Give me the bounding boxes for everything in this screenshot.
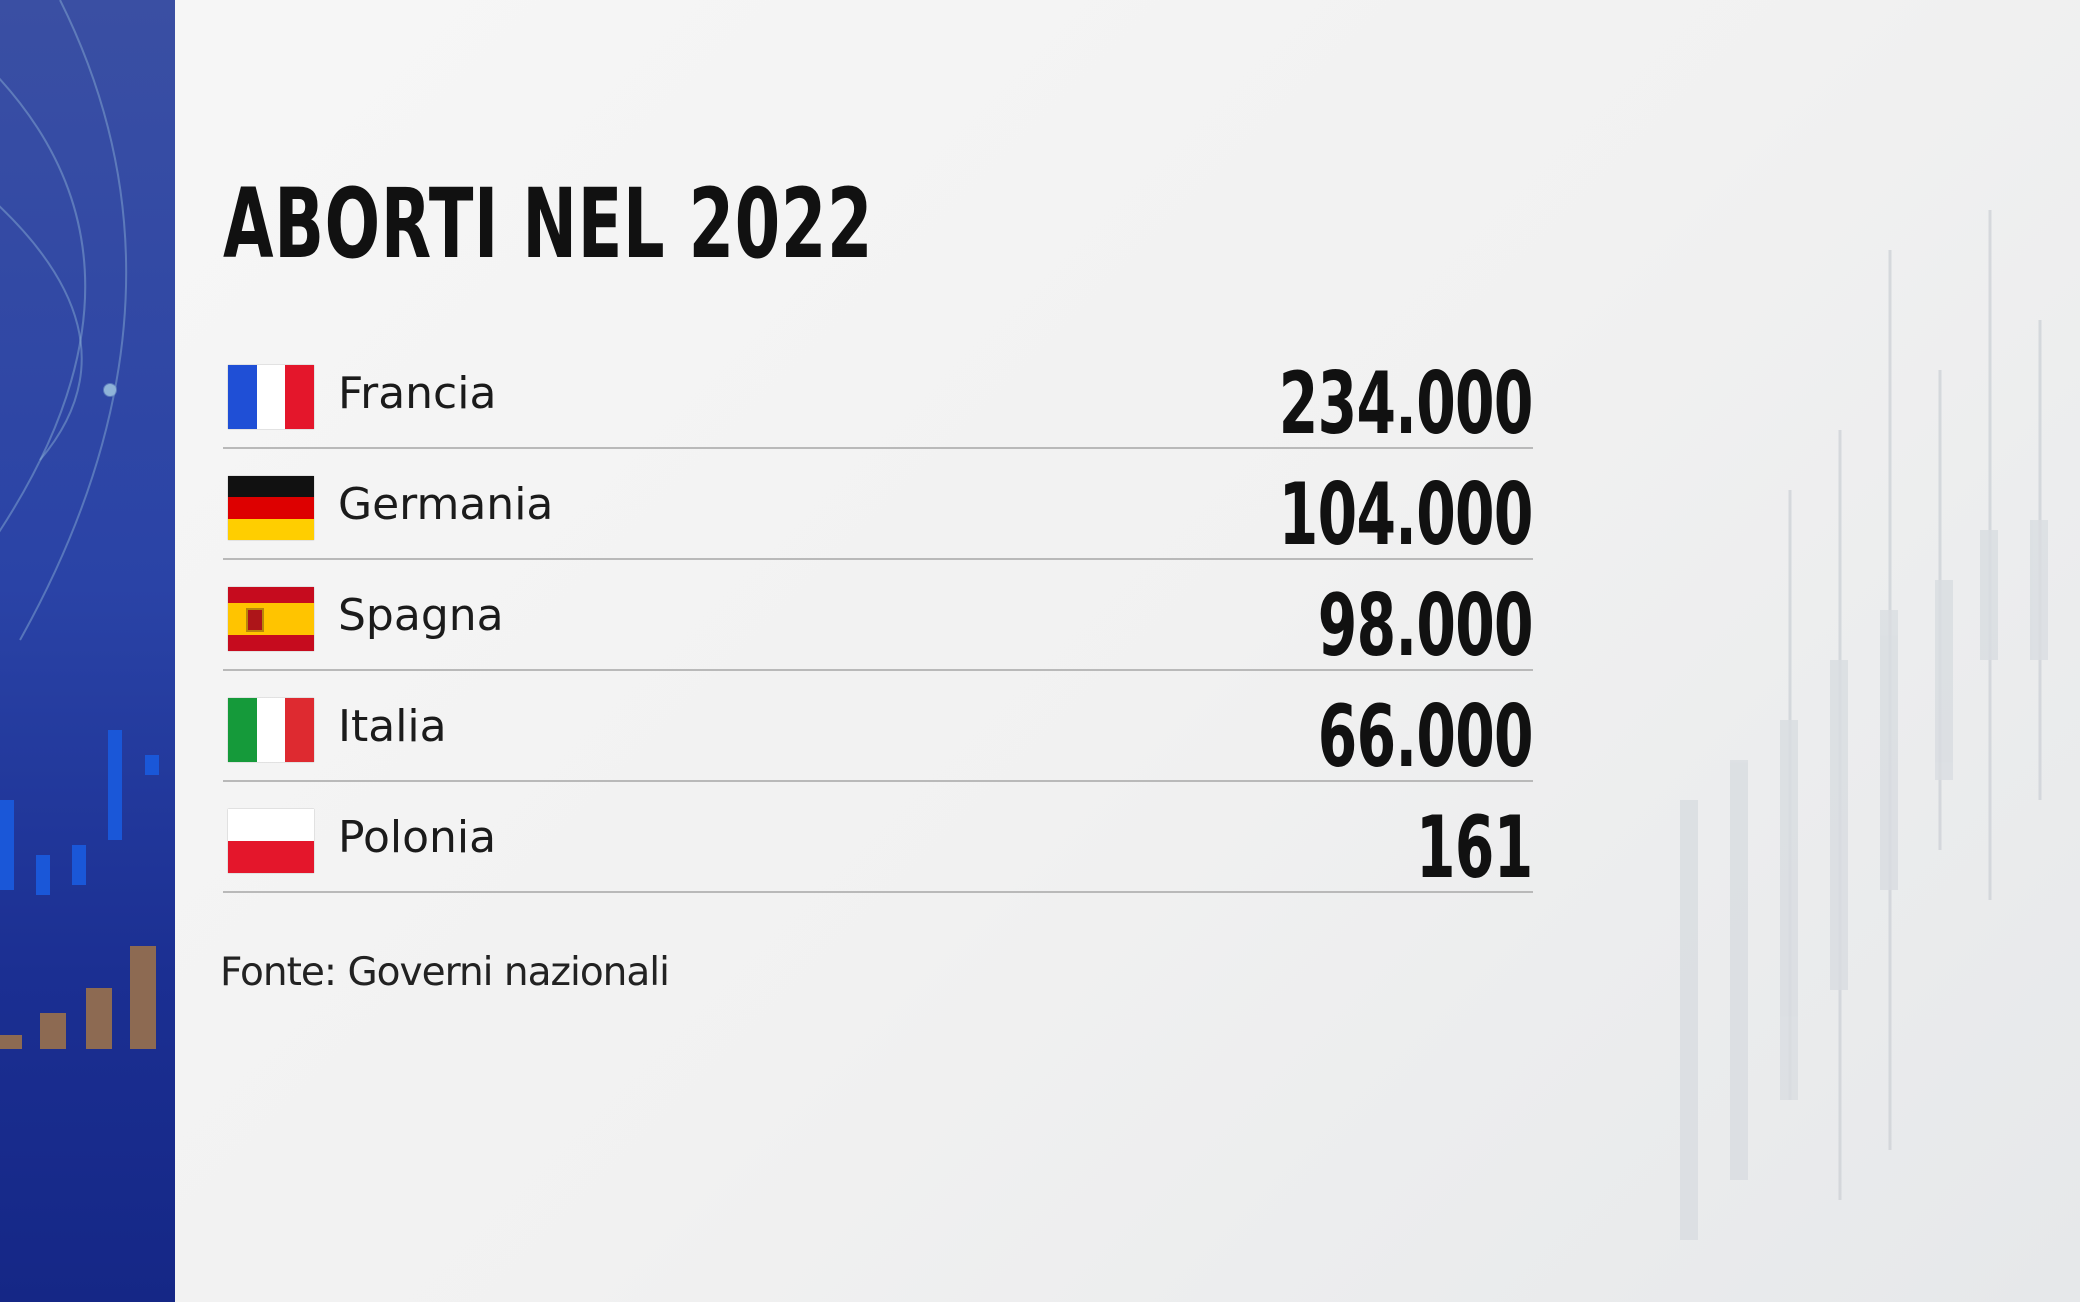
country-name: Polonia: [338, 812, 497, 863]
flag: [228, 698, 315, 762]
flag: [228, 476, 314, 540]
country-name: Spagna: [338, 590, 504, 641]
flag: [228, 587, 314, 651]
table-row: Italia 66.000: [223, 669, 1534, 787]
table-row: Spagna 98.000: [223, 558, 1534, 676]
country-name: Italia: [338, 701, 447, 752]
side-panel: [0, 0, 175, 1302]
country-value: 104.000: [1279, 465, 1534, 565]
table-row: Polonia 161: [223, 780, 1534, 898]
country-value: 161: [1416, 798, 1533, 898]
flag: [228, 809, 314, 873]
country-name: Francia: [338, 368, 497, 419]
flag: [228, 365, 315, 429]
background-decoration: [1680, 210, 2048, 1240]
side-decoration: [0, 0, 159, 1049]
table-row: Francia 234.000: [223, 336, 1534, 454]
coat-of-arms: [246, 608, 264, 632]
country-value: 98.000: [1317, 576, 1534, 676]
table-row: Germania 104.000: [223, 447, 1534, 565]
country-name: Germania: [338, 479, 554, 530]
title: ABORTI NEL 2022: [223, 168, 874, 280]
source-note: Fonte: Governi nazionali: [220, 950, 670, 995]
country-value: 234.000: [1279, 354, 1534, 454]
country-value: 66.000: [1317, 687, 1534, 787]
